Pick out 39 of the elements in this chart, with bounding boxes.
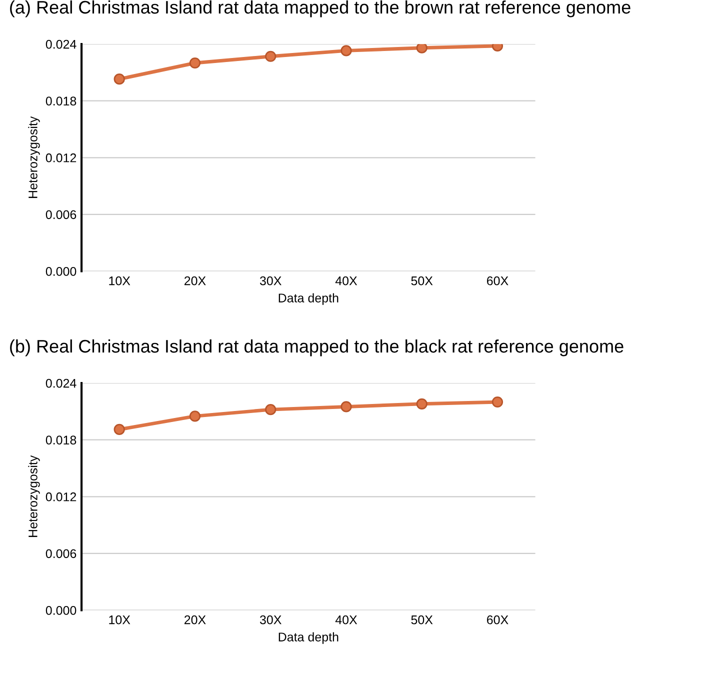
x-tick-label: 60X	[486, 276, 508, 286]
x-tick-label: 60X	[486, 615, 508, 624]
x-tick-label: 40X	[335, 276, 358, 286]
point	[416, 398, 428, 410]
y-tick-label: 0.006	[46, 549, 76, 558]
point	[114, 74, 125, 85]
point	[265, 50, 276, 62]
point	[492, 396, 504, 408]
chart-title: (b) Real Christmas Island rat data mapped to the black rat reference genome	[10, 339, 624, 356]
y-tick-label: 0.006	[46, 210, 76, 220]
point	[114, 424, 125, 435]
x-tick-label: 50X	[411, 276, 433, 286]
point	[189, 57, 201, 69]
point	[340, 401, 352, 412]
chart-title: (a) Real Christmas Island rat data mapped to the brown rat reference genome	[10, 0, 630, 18]
x-axis-title: Data depth	[278, 293, 338, 305]
y-tick-label: 0.018	[46, 96, 76, 106]
x-axis-title: Data depth	[278, 632, 338, 644]
y-axis-title: Heterozygosity	[28, 116, 40, 198]
y-tick-label: 0.012	[46, 492, 76, 502]
y-tick-label: 0.024	[46, 378, 76, 388]
y-tick-label: 0.000	[46, 606, 76, 615]
x-tick-label: 20X	[184, 615, 206, 624]
x-tick-label: 10X	[109, 615, 130, 624]
x-tick-label: 40X	[335, 615, 358, 624]
x-tick-label: 30X	[260, 615, 282, 624]
y-tick-label: 0.012	[46, 153, 76, 162]
point	[416, 44, 428, 54]
x-tick-label: 10X	[109, 276, 130, 286]
point	[265, 404, 276, 416]
y-tick-label: 0.000	[46, 267, 76, 276]
y-tick-label: 0.018	[46, 436, 76, 445]
x-tick-label: 20X	[184, 276, 206, 286]
y-axis-title: Heterozygosity	[28, 455, 40, 537]
y-tick-label: 0.024	[46, 40, 76, 49]
point	[189, 410, 201, 422]
x-tick-label: 30X	[260, 276, 282, 286]
x-tick-label: 50X	[411, 615, 433, 624]
point	[340, 45, 352, 56]
